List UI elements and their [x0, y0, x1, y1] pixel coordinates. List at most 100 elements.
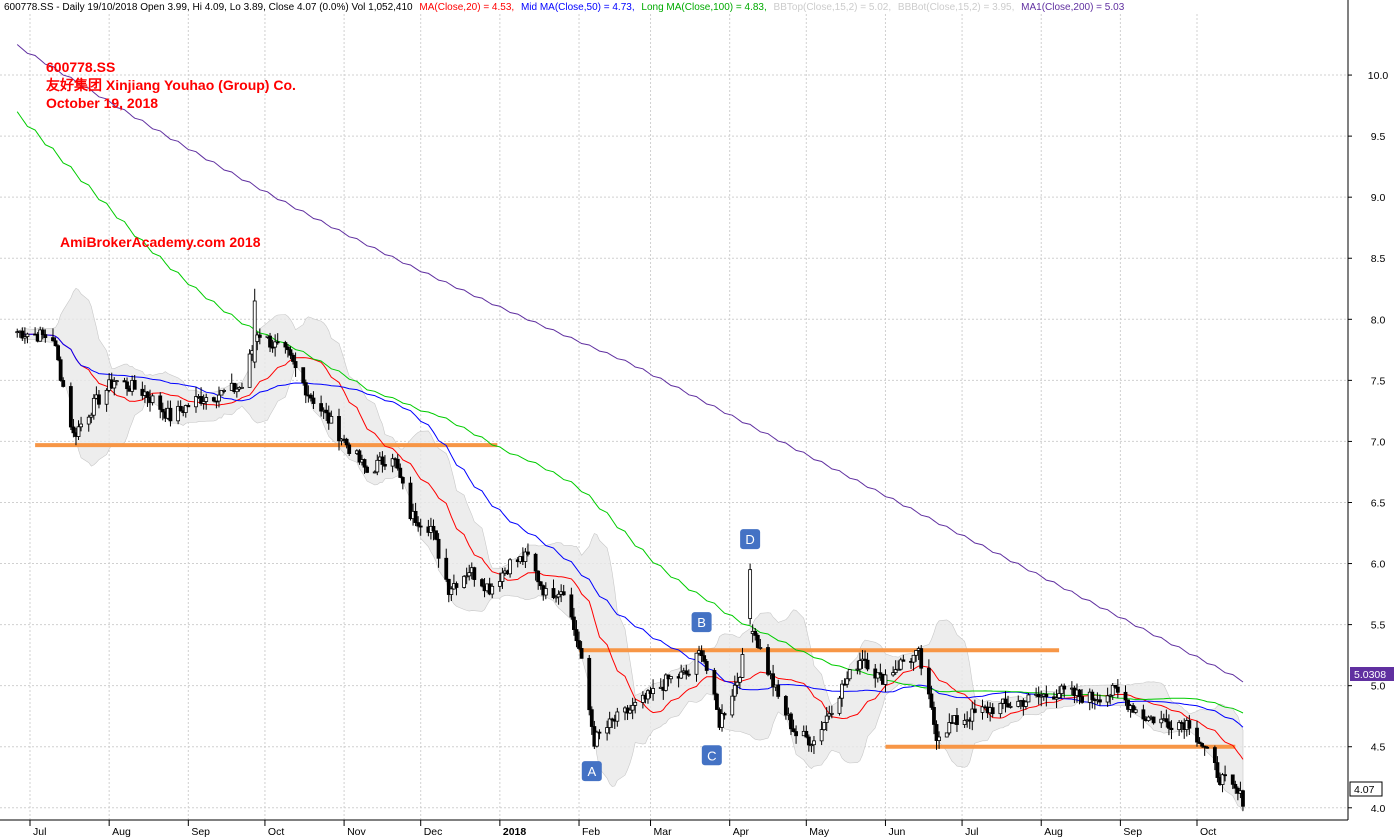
candle [390, 453, 395, 473]
x-tick-label: Jul [965, 826, 978, 838]
candle [178, 400, 183, 412]
candle [766, 644, 770, 677]
candle [970, 701, 975, 731]
candle [715, 692, 719, 710]
candle [855, 660, 860, 675]
point-label-d: D [740, 529, 761, 550]
candle [901, 654, 906, 662]
candle [1090, 689, 1095, 709]
candle [686, 669, 691, 678]
candle [125, 377, 129, 396]
candle [1039, 690, 1044, 707]
candle [444, 548, 449, 582]
candle [1197, 737, 1202, 745]
candle [1212, 745, 1217, 771]
candle [222, 388, 226, 394]
candle [863, 650, 867, 669]
y-tick-label: 9.0 [1371, 192, 1386, 204]
candle [1202, 745, 1207, 756]
candle [1151, 716, 1156, 725]
candle [1003, 691, 1008, 713]
candle [122, 377, 127, 383]
candle [1141, 704, 1146, 729]
title-company: 友好集团 Xinjiang Youhao (Group) Co. [46, 77, 296, 93]
x-tick-label: Nov [347, 826, 366, 838]
candle [1024, 700, 1028, 710]
candle [1113, 684, 1118, 689]
point-label-text: B [697, 615, 706, 630]
candle [462, 575, 467, 589]
svg-text:600778.SS - Daily 19/10/2018 O: 600778.SS - Daily 19/10/2018 Open 3.99, … [4, 2, 1125, 13]
candle [712, 667, 717, 701]
candle [337, 408, 341, 451]
candle [758, 638, 763, 650]
candle [97, 389, 101, 409]
candle [972, 699, 977, 714]
candle [865, 652, 870, 672]
candle [722, 711, 727, 720]
candle [1044, 685, 1049, 707]
candle [926, 659, 931, 700]
ma200-price-tag: 5.0308 [1350, 667, 1394, 681]
candle [837, 695, 842, 716]
y-tick-label: 8.5 [1371, 253, 1386, 265]
candle [804, 725, 809, 739]
candle [112, 377, 117, 396]
candle [257, 328, 262, 345]
candle [569, 587, 574, 620]
candle [1241, 789, 1245, 811]
candle [929, 685, 934, 710]
point-label-a: A [581, 761, 602, 782]
candle [1080, 689, 1084, 704]
candle [449, 586, 454, 602]
y-tick-label: 8.0 [1371, 314, 1386, 326]
header-bbbot: BBBot(Close,15,2) = 3.95, [898, 2, 1014, 13]
candle [735, 672, 740, 695]
candle [896, 660, 901, 671]
x-tick-label: Jul [33, 826, 46, 838]
candle [633, 698, 638, 714]
y-tick-label: 5.5 [1371, 620, 1386, 632]
candle [375, 454, 380, 476]
candle [446, 578, 451, 603]
candle [186, 403, 191, 408]
candle [293, 352, 298, 377]
candle [572, 607, 576, 636]
candle [1205, 746, 1210, 749]
candle [160, 402, 165, 421]
candle [53, 337, 58, 347]
candle [829, 705, 834, 719]
candle [651, 679, 655, 701]
ma20-line [17, 330, 1244, 760]
candle [858, 652, 862, 675]
candle [898, 657, 903, 671]
candle [104, 388, 109, 412]
candle [194, 386, 198, 413]
candle [201, 394, 206, 410]
candle [199, 387, 203, 406]
header-bbtop: BBTop(Close,15,2) = 5.02, [774, 2, 892, 13]
candle [1077, 688, 1082, 705]
candle [812, 736, 816, 755]
candle [114, 379, 119, 386]
candle [1159, 710, 1164, 728]
candle [311, 391, 316, 409]
candle [1195, 720, 1199, 747]
candle [595, 730, 599, 748]
candle [508, 558, 512, 578]
candle [398, 463, 403, 479]
candle [217, 386, 221, 408]
x-tick-label: Aug [1044, 826, 1063, 838]
candle [408, 476, 413, 521]
candle [998, 702, 1003, 718]
candle [914, 650, 919, 662]
candle [556, 590, 561, 605]
candle [883, 669, 888, 692]
candle [344, 437, 349, 449]
candle [955, 707, 959, 732]
support-lines [35, 443, 1236, 749]
y-axis: 4.0 4.5 5.0 5.5 6.0 6.5 7.0 7.5 8.0 8.5 9.0 9.5 10.0 [0, 0, 1388, 821]
candle [934, 720, 939, 750]
y-tick-label: 6.0 [1371, 559, 1386, 571]
candle [283, 340, 288, 354]
